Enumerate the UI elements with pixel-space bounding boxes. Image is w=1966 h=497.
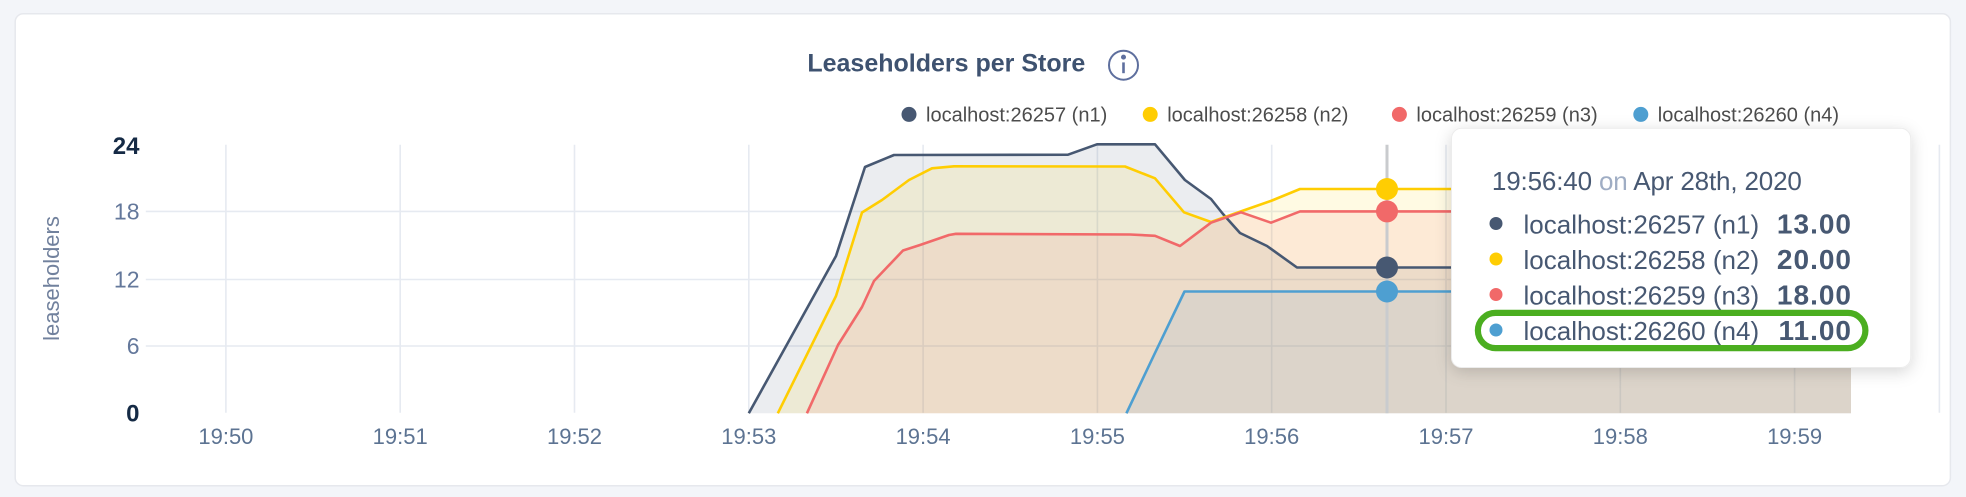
svg-text:19:53: 19:53	[721, 424, 776, 449]
svg-text:12: 12	[114, 266, 140, 292]
svg-text:19:51: 19:51	[373, 424, 428, 449]
svg-text:Leaseholders per Store: Leaseholders per Store	[807, 50, 1085, 78]
svg-text:19:56:40 on Apr 28th, 2020: 19:56:40 on Apr 28th, 2020	[1492, 166, 1802, 196]
svg-text:18: 18	[114, 198, 140, 224]
svg-text:19:52: 19:52	[547, 424, 602, 449]
svg-text:13.00: 13.00	[1777, 209, 1852, 240]
svg-text:6: 6	[127, 333, 140, 359]
svg-text:localhost:26259 (n3): localhost:26259 (n3)	[1524, 281, 1760, 311]
svg-text:24: 24	[113, 133, 140, 160]
svg-text:20.00: 20.00	[1777, 244, 1852, 275]
svg-text:18.00: 18.00	[1777, 280, 1852, 311]
svg-text:11.00: 11.00	[1778, 315, 1852, 346]
svg-text:leaseholders: leaseholders	[39, 216, 64, 341]
svg-text:localhost:26260 (n4): localhost:26260 (n4)	[1524, 316, 1760, 346]
svg-text:localhost:26258 (n2): localhost:26258 (n2)	[1524, 245, 1760, 275]
svg-text:19:50: 19:50	[198, 424, 253, 449]
svg-text:19:54: 19:54	[896, 424, 951, 449]
svg-text:localhost:26260 (n4): localhost:26260 (n4)	[1658, 105, 1839, 127]
svg-text:19:57: 19:57	[1418, 424, 1473, 449]
svg-text:0: 0	[126, 400, 139, 427]
svg-text:localhost:26257 (n1): localhost:26257 (n1)	[1524, 210, 1760, 240]
svg-text:19:58: 19:58	[1593, 424, 1648, 449]
svg-text:localhost:26259 (n3): localhost:26259 (n3)	[1416, 105, 1597, 127]
svg-text:localhost:26257 (n1): localhost:26257 (n1)	[926, 105, 1107, 127]
svg-text:19:56: 19:56	[1244, 424, 1299, 449]
svg-text:19:59: 19:59	[1767, 424, 1822, 449]
svg-text:localhost:26258 (n2): localhost:26258 (n2)	[1167, 105, 1348, 127]
svg-text:19:55: 19:55	[1070, 424, 1125, 449]
